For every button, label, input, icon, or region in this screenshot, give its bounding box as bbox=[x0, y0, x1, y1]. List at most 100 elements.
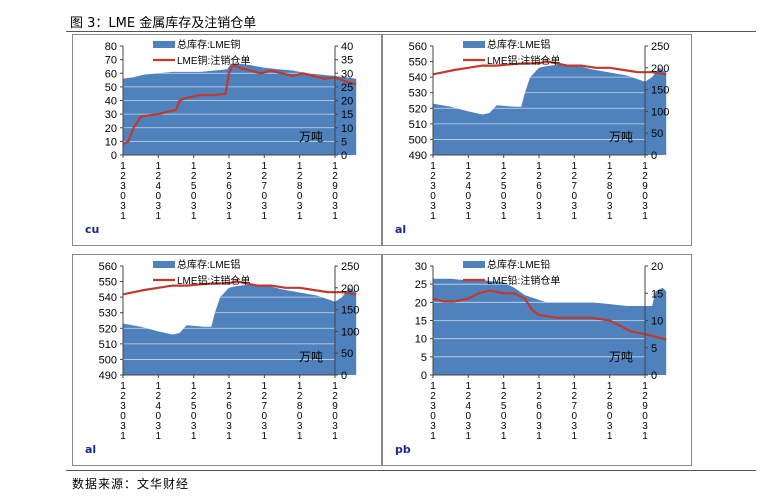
chart-panel-al: al 490 500 510 520 530 540 550 560 0 50 100 150 200 2… bbox=[382, 34, 692, 246]
legend-label-cancel: LME铅:注销仓单 bbox=[487, 274, 560, 287]
right-tick-label: 15 bbox=[651, 288, 663, 300]
legend-label-stock: 总库存:LME铜 bbox=[177, 38, 240, 51]
right-tick-label: 0 bbox=[651, 150, 657, 162]
left-tick-label: 510 bbox=[99, 339, 117, 351]
left-tick-label: 540 bbox=[99, 292, 117, 304]
left-tick-label: 490 bbox=[99, 370, 117, 382]
right-tick-label: 100 bbox=[651, 106, 669, 118]
panel-label: al bbox=[395, 223, 407, 236]
title-rule bbox=[66, 31, 756, 32]
figure-title: 图 3：LME 金属库存及注销仓单 bbox=[70, 16, 257, 31]
legend-swatch-stock bbox=[463, 261, 485, 268]
legend-label-stock: 总库存:LME铅 bbox=[487, 258, 550, 271]
left-tick-label: 560 bbox=[99, 261, 117, 273]
left-tick-label: 550 bbox=[99, 277, 117, 289]
chart-svg: 490 500 510 520 530 540 550 560 0 50 100 150 200 250 1… bbox=[99, 258, 360, 442]
right-tick-label: 200 bbox=[651, 63, 669, 75]
cancel-line bbox=[432, 60, 667, 76]
legend-label-cancel: LME铜:注销仓单 bbox=[177, 54, 250, 67]
chart-panel-cu: cu 0 10 20 30 40 50 60 70 80 0 5 10 15 20 25 30 35 40 1 2 3 0… bbox=[72, 34, 382, 246]
right-tick-label: 0 bbox=[341, 370, 347, 382]
left-tick-label: 30 bbox=[105, 109, 117, 121]
right-tick-label: 20 bbox=[651, 261, 663, 273]
right-tick-label: 35 bbox=[341, 55, 353, 67]
right-tick-label: 10 bbox=[651, 316, 663, 328]
right-tick-label: 5 bbox=[651, 343, 657, 355]
chart-panel-al-2: al 490 500 510 520 530 540 550 560 0 50 100 150 200 2… bbox=[72, 254, 382, 466]
left-tick-label: 510 bbox=[409, 119, 427, 131]
legend-label-stock: 总库存:LME铝 bbox=[177, 258, 240, 271]
left-tick-label: 10 bbox=[415, 334, 427, 346]
left-tick-label: 0 bbox=[111, 150, 117, 162]
right-tick-label: 15 bbox=[341, 109, 353, 121]
left-tick-label: 60 bbox=[105, 68, 117, 80]
unit-label: 万吨 bbox=[609, 350, 633, 364]
left-tick-label: 500 bbox=[99, 354, 117, 366]
left-tick-label: 520 bbox=[99, 323, 117, 335]
panel-label: cu bbox=[85, 223, 100, 236]
left-tick-label: 70 bbox=[105, 55, 117, 67]
right-tick-label: 0 bbox=[341, 150, 347, 162]
cancel-line bbox=[122, 280, 357, 296]
right-tick-label: 10 bbox=[341, 123, 353, 135]
unit-label: 万吨 bbox=[299, 130, 323, 144]
chart-svg: 490 500 510 520 530 540 550 560 0 50 100 150 200 250 1… bbox=[409, 38, 670, 222]
stock-area bbox=[433, 64, 667, 155]
panel-label: al bbox=[85, 443, 97, 456]
left-tick-label: 550 bbox=[409, 57, 427, 69]
legend-label-cancel: LME铝:注销仓单 bbox=[487, 54, 560, 67]
stock-area bbox=[123, 284, 357, 375]
left-tick-label: 5 bbox=[421, 352, 427, 364]
left-tick-label: 15 bbox=[415, 316, 427, 328]
right-tick-label: 20 bbox=[341, 96, 353, 108]
left-tick-label: 0 bbox=[421, 370, 427, 382]
right-tick-label: 25 bbox=[341, 82, 353, 94]
left-tick-label: 25 bbox=[415, 279, 427, 291]
right-tick-label: 30 bbox=[341, 68, 353, 80]
source-note: 数据来源：文华财经 bbox=[72, 477, 190, 491]
chart-svg: 0 5 10 15 20 25 30 0 5 10 15 20 1 2 3 0 3 1 1 2 4 0 3 1 1 2 5 0 3 1 1 2… bbox=[415, 258, 667, 442]
left-tick-label: 20 bbox=[415, 297, 427, 309]
right-tick-label: 0 bbox=[651, 370, 657, 382]
left-tick-label: 490 bbox=[409, 150, 427, 162]
left-tick-label: 40 bbox=[105, 96, 117, 108]
right-tick-label: 150 bbox=[341, 305, 359, 317]
right-tick-label: 150 bbox=[651, 85, 669, 97]
legend-swatch-stock bbox=[153, 261, 175, 268]
unit-label: 万吨 bbox=[609, 130, 633, 144]
cancel-line bbox=[432, 289, 667, 341]
legend-label-stock: 总库存:LME铝 bbox=[487, 38, 550, 51]
left-tick-label: 540 bbox=[409, 72, 427, 84]
right-tick-label: 50 bbox=[341, 348, 353, 360]
right-tick-label: 250 bbox=[341, 261, 359, 273]
right-tick-label: 40 bbox=[341, 41, 353, 53]
right-tick-label: 50 bbox=[651, 128, 663, 140]
legend-swatch-stock bbox=[153, 41, 175, 48]
legend-label-cancel: LME铝:注销仓单 bbox=[177, 274, 250, 287]
panel-label: pb bbox=[395, 443, 411, 456]
